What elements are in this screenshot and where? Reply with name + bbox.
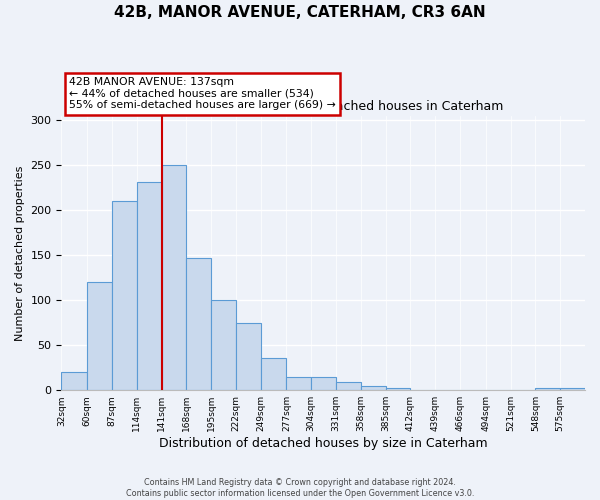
Bar bbox=[187, 258, 211, 390]
Bar bbox=[61, 372, 87, 390]
Title: Size of property relative to detached houses in Caterham: Size of property relative to detached ho… bbox=[143, 100, 503, 114]
Bar bbox=[137, 182, 161, 390]
Text: 42B, MANOR AVENUE, CATERHAM, CR3 6AN: 42B, MANOR AVENUE, CATERHAM, CR3 6AN bbox=[114, 5, 486, 20]
Bar bbox=[535, 388, 560, 390]
Text: 42B MANOR AVENUE: 137sqm
← 44% of detached houses are smaller (534)
55% of semi-: 42B MANOR AVENUE: 137sqm ← 44% of detach… bbox=[69, 77, 336, 110]
Bar bbox=[386, 388, 410, 390]
Bar bbox=[161, 166, 187, 390]
Bar bbox=[211, 300, 236, 390]
Bar bbox=[286, 376, 311, 390]
Y-axis label: Number of detached properties: Number of detached properties bbox=[15, 166, 25, 340]
Bar bbox=[112, 202, 137, 390]
Text: Contains HM Land Registry data © Crown copyright and database right 2024.
Contai: Contains HM Land Registry data © Crown c… bbox=[126, 478, 474, 498]
Bar bbox=[560, 388, 585, 390]
Bar bbox=[336, 382, 361, 390]
Bar bbox=[361, 386, 386, 390]
Bar bbox=[87, 282, 112, 390]
Bar bbox=[236, 323, 261, 390]
X-axis label: Distribution of detached houses by size in Caterham: Distribution of detached houses by size … bbox=[159, 437, 488, 450]
Bar bbox=[261, 358, 286, 390]
Bar bbox=[311, 376, 336, 390]
